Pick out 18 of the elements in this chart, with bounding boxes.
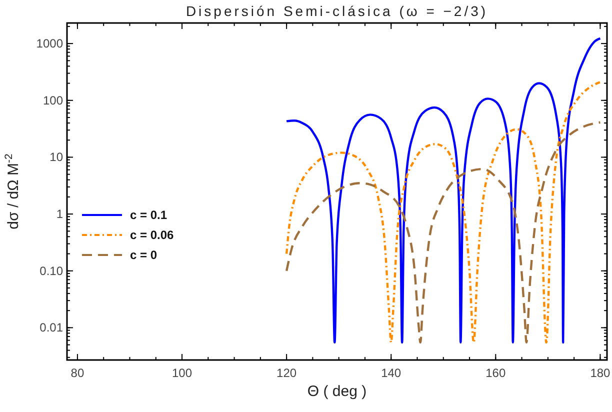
y-tick-label: 1 — [56, 207, 64, 222]
chart-title: Dispersión Semi-clásica (ω = −2/3) — [186, 3, 488, 19]
y-tick-label: 0.10 — [40, 264, 64, 278]
line-series — [285, 121, 602, 344]
x-tick-label: 100 — [172, 366, 192, 380]
legend-label: c = 0 — [130, 248, 158, 262]
x-tick-label: 80 — [70, 366, 84, 380]
x-tick-label: 160 — [486, 366, 506, 380]
y-tick-label: 100 — [42, 93, 64, 108]
x-tick-label: 120 — [276, 366, 297, 380]
y-tick-label: 10 — [50, 150, 64, 164]
x-axis-title: Θ ( deg ) — [307, 383, 367, 400]
y-tick-label: 0.01 — [40, 320, 64, 335]
x-tick-label: 180 — [590, 366, 611, 380]
legend-label: c = 0.06 — [130, 228, 174, 242]
legend-label: c = 0.1 — [130, 208, 168, 222]
y-tick-label: 1000 — [36, 36, 64, 51]
x-tick-label: 140 — [381, 366, 402, 380]
